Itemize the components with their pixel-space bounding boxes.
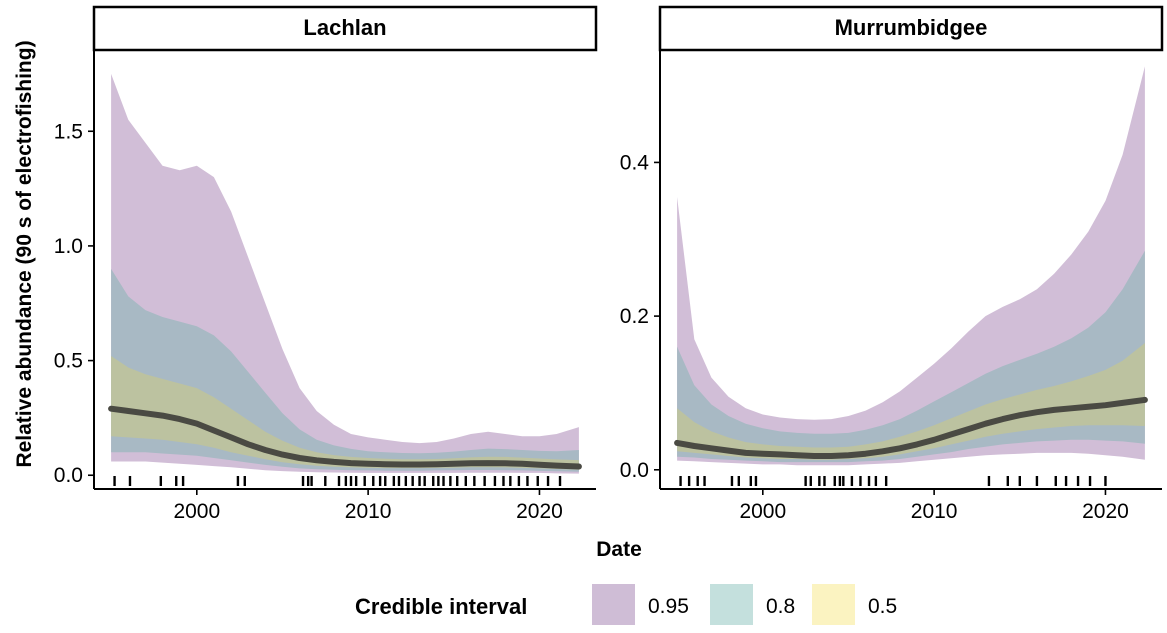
y-tick-label: 1.5 (54, 120, 83, 143)
facet-strip (92, 5, 598, 52)
legend-key-08 (710, 584, 753, 625)
legend-label-08: 0.8 (766, 595, 795, 618)
x-tick-label: 2020 (516, 500, 563, 523)
legend-title: Credible interval (355, 594, 527, 619)
y-tick-label: 0.0 (54, 464, 83, 487)
legend-key-05 (812, 584, 855, 625)
x-axis-title: Date (596, 538, 642, 561)
median-line (674, 396, 1148, 459)
y-tick-label: 0.0 (620, 459, 649, 482)
median-line (108, 405, 582, 470)
x-tick-label: 2020 (1082, 500, 1129, 523)
legend-key-095 (592, 584, 635, 625)
ci50-band (111, 356, 579, 470)
y-tick-label: 0.2 (620, 305, 649, 328)
y-axis-title: Relative abundance (90 s of electrofishi… (13, 40, 36, 467)
x-tick-label: 2010 (911, 500, 958, 523)
y-tick-label: 0.5 (54, 350, 83, 373)
y-tick-label: 0.4 (620, 151, 650, 174)
x-tick-label: 2000 (739, 500, 786, 523)
x-tick-label: 2000 (173, 500, 220, 523)
facet-strip (658, 5, 1164, 52)
legend-label-095: 0.95 (648, 595, 689, 618)
facet-strip-title: Murrumbidgee (835, 15, 988, 40)
y-tick-label: 1.0 (54, 235, 83, 258)
legend-label-05: 0.5 (868, 595, 897, 618)
facet-panel-murrumbidgee: Murrumbidgee 0.0 0.2 0.4 2000 2010 2020 (620, 5, 1164, 523)
legend: Credible interval 0.95 0.8 0.5 (355, 584, 897, 625)
facet-panel-lachlan: Lachlan 0.0 0.5 1.0 1.5 2000 2010 2020 (54, 5, 598, 523)
x-tick-label: 2010 (345, 500, 392, 523)
facet-strip-title: Lachlan (303, 15, 386, 40)
